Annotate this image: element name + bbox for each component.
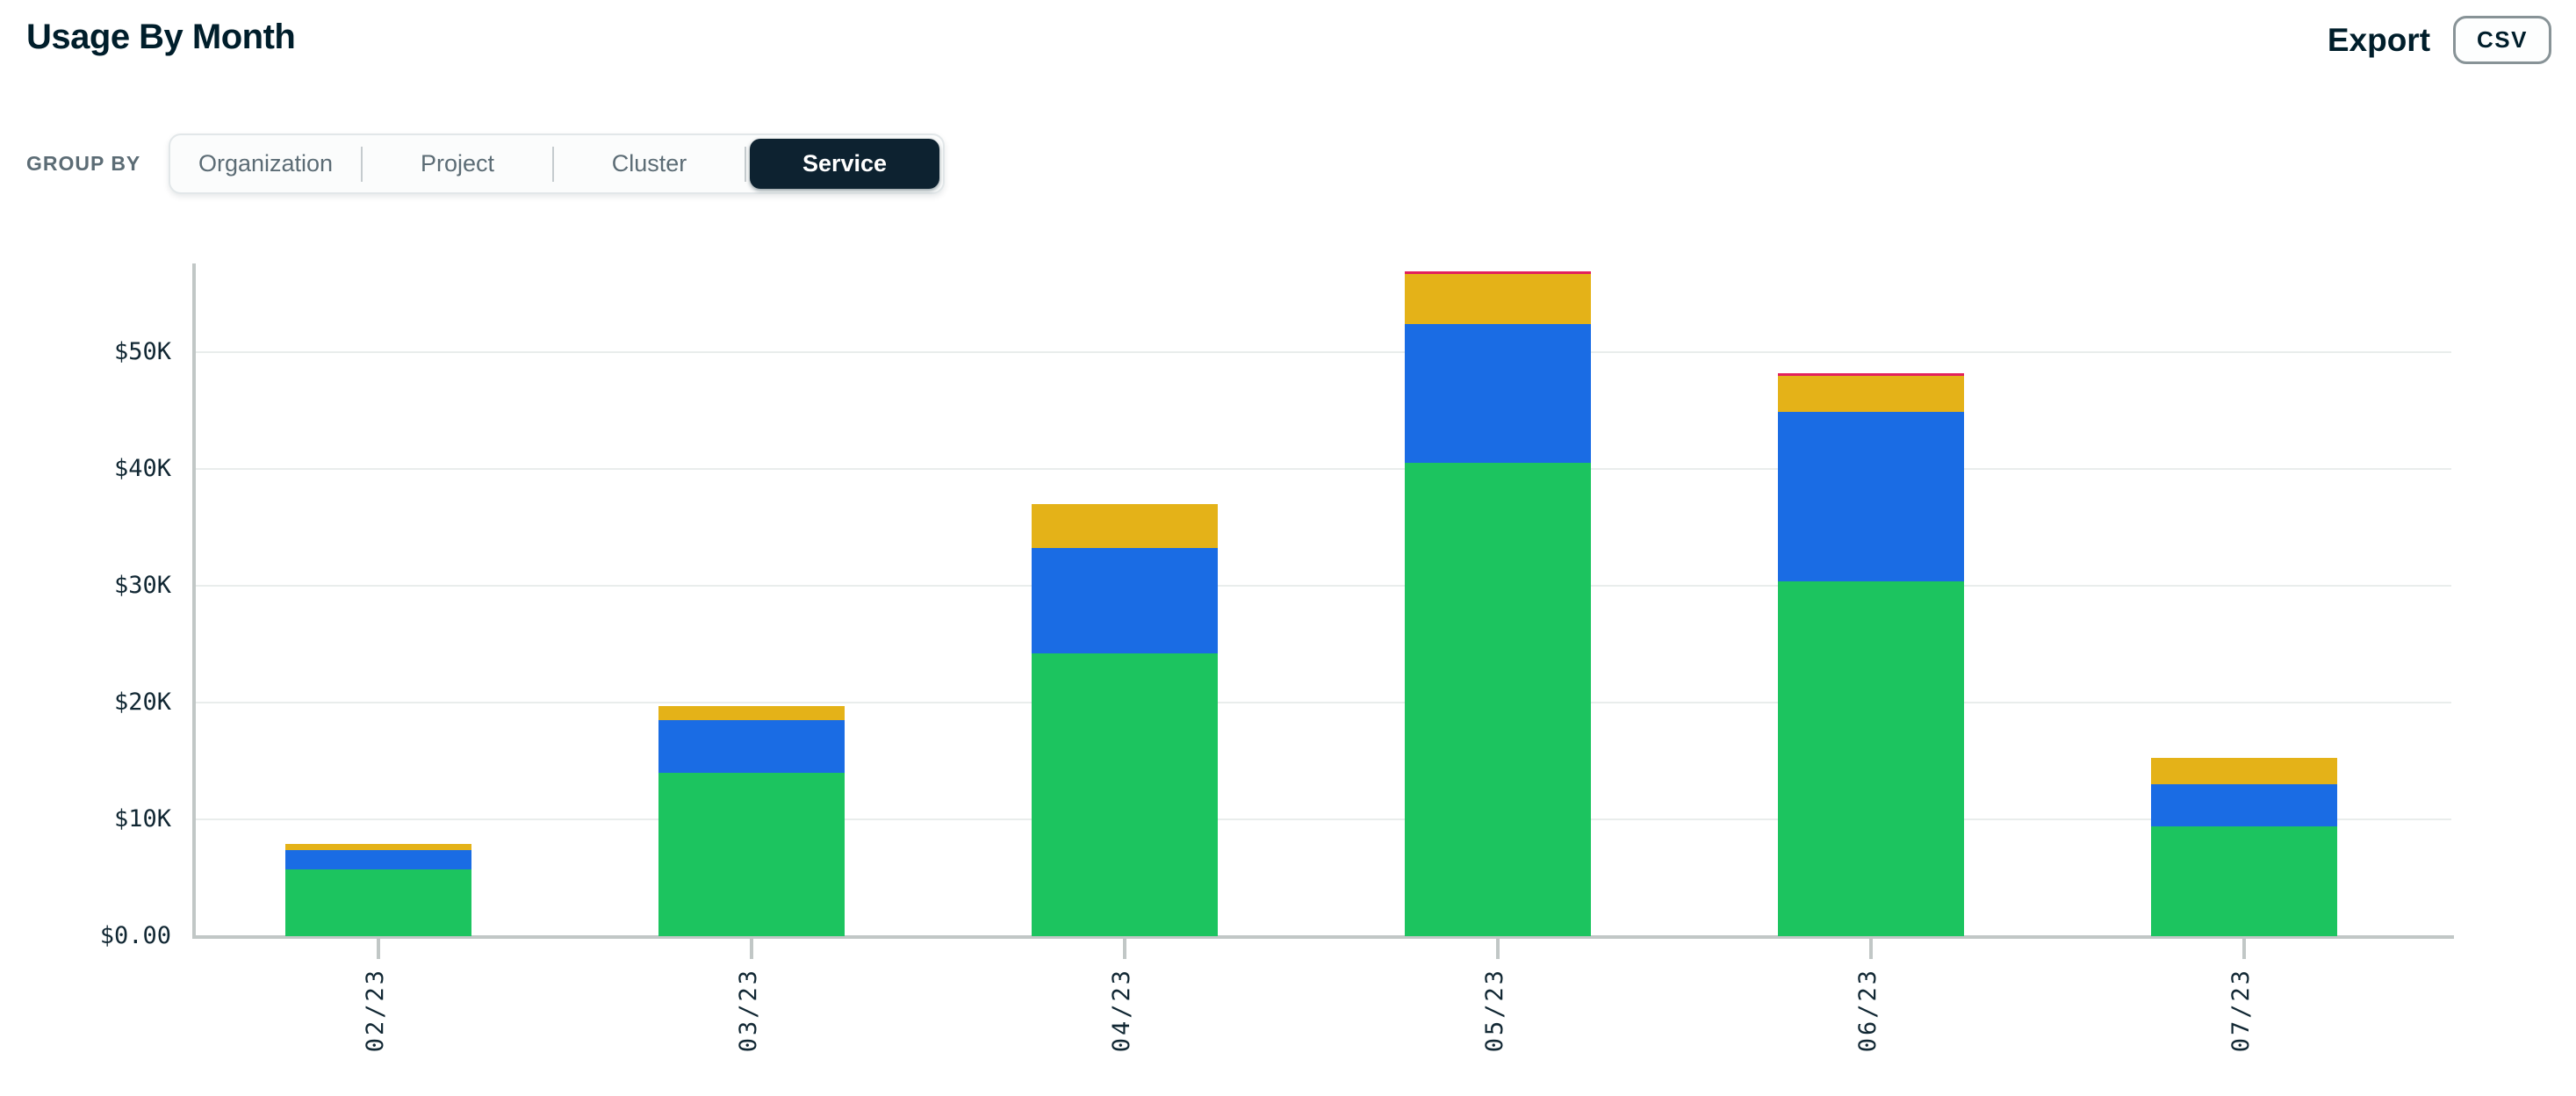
bar-segment-green-04/23[interactable] xyxy=(1032,653,1218,936)
bar-segment-green-06/23[interactable] xyxy=(1778,580,1964,936)
x-axis-line xyxy=(192,935,2454,939)
bar-segment-green-07/23[interactable] xyxy=(2151,826,2337,936)
export-controls: Export CSV xyxy=(2328,16,2551,64)
x-axis-label-03/23: 03/23 xyxy=(735,968,762,1053)
export-label: Export xyxy=(2327,21,2431,58)
gridline-$20K xyxy=(196,702,2451,703)
gridline-$50K xyxy=(196,351,2451,353)
x-axis-tick xyxy=(2242,939,2246,959)
y-axis-label: $30K xyxy=(113,572,171,599)
page-title: Usage By Month xyxy=(26,18,296,56)
segmented-control-divider xyxy=(360,146,363,182)
y-axis-label: $50K xyxy=(113,338,171,365)
bar-segment-gold-06/23[interactable] xyxy=(1778,375,1964,412)
group-by-option-project[interactable]: Project xyxy=(363,135,553,192)
group-by-option-cluster[interactable]: Cluster xyxy=(554,135,745,192)
bar-segment-blue-05/23[interactable] xyxy=(1405,324,1591,464)
bar-segment-gold-04/23[interactable] xyxy=(1032,503,1218,549)
x-axis-label-05/23: 05/23 xyxy=(1481,968,1508,1053)
bar-segment-gold-03/23[interactable] xyxy=(658,705,845,720)
y-axis-label: $40K xyxy=(113,455,171,482)
gridline-$10K xyxy=(196,818,2451,820)
x-axis-tick xyxy=(1869,939,1873,959)
group-by-segmented-control: Organization Project Cluster Service xyxy=(169,133,946,194)
segmented-control-divider xyxy=(552,146,555,182)
gridline-$30K xyxy=(196,585,2451,587)
bar-segment-blue-07/23[interactable] xyxy=(2151,784,2337,826)
y-axis-label: $0.00 xyxy=(99,922,171,949)
x-axis-label-04/23: 04/23 xyxy=(1108,968,1135,1053)
bar-segment-red-06/23[interactable] xyxy=(1778,372,1964,376)
x-axis-tick xyxy=(750,939,753,959)
bar-segment-blue-03/23[interactable] xyxy=(658,719,845,773)
bar-segment-green-03/23[interactable] xyxy=(658,772,845,936)
bar-segment-gold-05/23[interactable] xyxy=(1405,273,1591,325)
group-by-option-organization[interactable]: Organization xyxy=(170,135,361,192)
bar-segment-blue-04/23[interactable] xyxy=(1032,548,1218,654)
export-csv-button[interactable]: CSV xyxy=(2453,16,2551,64)
x-axis-tick xyxy=(377,939,380,959)
y-axis-line xyxy=(192,263,196,939)
x-axis-tick xyxy=(1496,939,1500,959)
y-axis-label: $10K xyxy=(113,805,171,833)
gridline-$40K xyxy=(196,468,2451,470)
x-axis-label-06/23: 06/23 xyxy=(1854,968,1882,1053)
bar-segment-green-05/23[interactable] xyxy=(1405,463,1591,936)
group-by-label: GROUP BY xyxy=(26,152,141,175)
x-axis-label-07/23: 07/23 xyxy=(2227,968,2255,1053)
x-axis-tick xyxy=(1123,939,1126,959)
bar-segment-blue-02/23[interactable] xyxy=(285,850,471,870)
group-by-row: GROUP BY Organization Project Cluster Servi… xyxy=(26,133,946,194)
bar-segment-green-02/23[interactable] xyxy=(285,869,471,936)
segmented-control-divider xyxy=(744,146,746,182)
x-axis-label-02/23: 02/23 xyxy=(362,968,389,1053)
bar-segment-gold-07/23[interactable] xyxy=(2151,757,2337,785)
bar-segment-blue-06/23[interactable] xyxy=(1778,411,1964,581)
group-by-option-service[interactable]: Service xyxy=(749,139,940,189)
bar-segment-gold-02/23[interactable] xyxy=(285,843,471,851)
y-axis-label: $20K xyxy=(113,689,171,716)
bar-segment-red-05/23[interactable] xyxy=(1405,270,1591,274)
